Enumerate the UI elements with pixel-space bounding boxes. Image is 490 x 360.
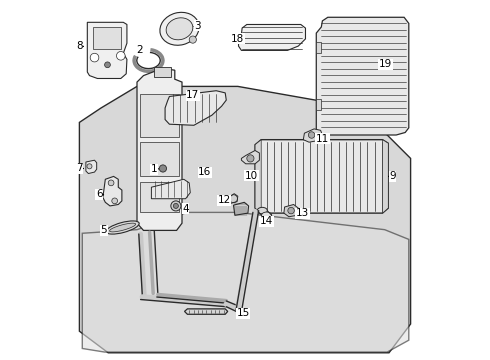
Polygon shape [87,22,127,78]
Polygon shape [79,86,411,353]
Polygon shape [229,194,238,203]
Text: 14: 14 [260,216,273,226]
Text: 19: 19 [379,59,392,69]
Polygon shape [316,17,409,135]
Text: 17: 17 [186,90,199,100]
Circle shape [108,180,114,186]
Polygon shape [316,99,321,110]
Polygon shape [284,204,298,217]
Circle shape [159,165,167,172]
Polygon shape [137,68,182,230]
Polygon shape [82,212,409,352]
Circle shape [87,164,92,169]
Circle shape [308,132,315,138]
Text: 8: 8 [76,41,83,51]
Text: 6: 6 [96,189,102,199]
Text: 9: 9 [389,171,396,181]
Circle shape [117,51,125,60]
Polygon shape [165,91,226,125]
Text: 4: 4 [182,204,189,214]
Polygon shape [140,182,179,212]
Text: 16: 16 [198,167,211,177]
Text: 18: 18 [231,34,245,44]
Text: 15: 15 [237,308,250,318]
Text: 10: 10 [245,171,258,181]
Ellipse shape [166,18,193,40]
Text: 2: 2 [137,45,143,55]
Polygon shape [151,179,190,199]
Text: 12: 12 [218,195,231,205]
Circle shape [173,203,178,208]
Polygon shape [103,176,122,206]
Text: 7: 7 [76,163,83,174]
Ellipse shape [160,12,199,45]
Text: 11: 11 [316,134,329,144]
Circle shape [112,198,118,204]
Polygon shape [140,142,179,176]
Text: 13: 13 [296,208,309,218]
Ellipse shape [262,212,271,219]
Ellipse shape [257,207,268,214]
Polygon shape [242,150,259,164]
Polygon shape [239,24,305,50]
Polygon shape [383,140,388,213]
Polygon shape [303,129,322,142]
Circle shape [288,207,294,214]
Ellipse shape [110,223,136,232]
Ellipse shape [106,221,139,234]
Circle shape [104,62,110,68]
Polygon shape [140,94,179,137]
Text: 5: 5 [100,225,107,235]
Polygon shape [185,309,228,314]
Polygon shape [255,140,261,213]
Polygon shape [86,160,97,174]
Circle shape [247,155,254,162]
Polygon shape [255,140,388,213]
Polygon shape [93,27,121,49]
Polygon shape [316,42,321,53]
Polygon shape [233,202,248,215]
Circle shape [171,201,181,211]
Text: 1: 1 [151,164,158,174]
Polygon shape [154,67,171,77]
Circle shape [189,36,196,43]
Text: 3: 3 [194,21,201,31]
Circle shape [90,53,99,62]
